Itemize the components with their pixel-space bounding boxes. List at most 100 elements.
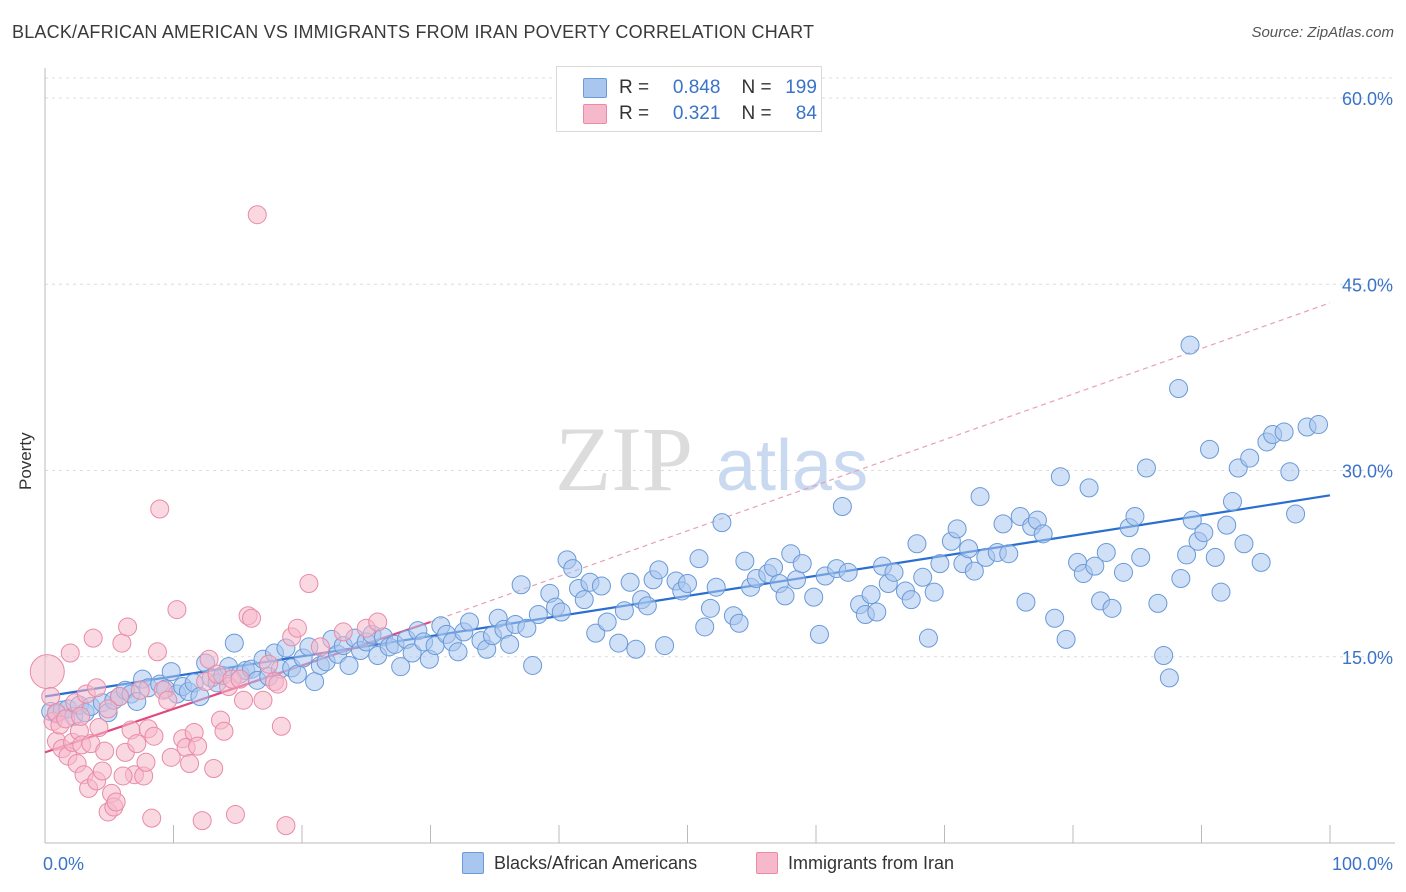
point-blacks bbox=[678, 573, 697, 593]
point-iran bbox=[95, 741, 115, 761]
trend-line-iran-extension bbox=[430, 302, 1331, 623]
point-blacks bbox=[764, 557, 784, 577]
bottom-legend-blacks: Blacks/African Americans bbox=[462, 852, 697, 874]
point-blacks bbox=[792, 554, 812, 574]
point-iran bbox=[161, 747, 181, 767]
point-blacks bbox=[924, 582, 944, 602]
point-blacks bbox=[626, 639, 646, 659]
point-blacks bbox=[609, 633, 629, 653]
point-blacks bbox=[402, 643, 422, 663]
point-iran bbox=[259, 654, 279, 674]
point-blacks bbox=[930, 554, 950, 574]
point-blacks bbox=[655, 636, 675, 656]
point-blacks bbox=[913, 567, 933, 587]
point-blacks bbox=[1148, 593, 1168, 613]
point-iran bbox=[276, 816, 296, 836]
point-iran bbox=[110, 686, 130, 706]
point-iran bbox=[29, 654, 65, 690]
point-blacks bbox=[563, 559, 583, 579]
point-blacks bbox=[1169, 379, 1189, 399]
point-blacks bbox=[970, 487, 990, 507]
x-tick-label: 0.0% bbox=[43, 854, 84, 874]
point-blacks bbox=[1177, 545, 1197, 565]
point-blacks bbox=[706, 577, 726, 597]
bottom-legend-iran: Immigrants from Iran bbox=[756, 852, 954, 874]
point-blacks bbox=[500, 634, 520, 654]
point-iran bbox=[230, 669, 250, 689]
point-iran bbox=[180, 754, 200, 774]
point-blacks bbox=[947, 519, 967, 539]
series-name-blacks: Blacks/African Americans bbox=[494, 852, 698, 873]
point-blacks bbox=[1154, 646, 1174, 666]
point-blacks bbox=[517, 618, 537, 638]
point-blacks bbox=[689, 549, 709, 569]
point-blacks bbox=[1171, 569, 1191, 589]
r-label: R = bbox=[619, 103, 650, 124]
legend-swatch-pink bbox=[583, 104, 607, 124]
point-iran bbox=[92, 761, 112, 781]
point-iran bbox=[368, 612, 388, 632]
point-blacks bbox=[1085, 556, 1105, 576]
point-iran bbox=[158, 690, 178, 710]
n-value-iran: 84 bbox=[795, 103, 817, 124]
point-blacks bbox=[695, 617, 715, 637]
point-iran bbox=[112, 633, 132, 653]
point-blacks bbox=[809, 624, 829, 644]
y-tick-label: 45.0% bbox=[1342, 275, 1393, 295]
point-blacks bbox=[649, 560, 669, 580]
point-iran bbox=[41, 686, 61, 706]
point-iran bbox=[142, 808, 162, 828]
point-blacks bbox=[712, 513, 732, 533]
point-iran bbox=[60, 643, 80, 663]
point-blacks bbox=[1159, 668, 1179, 688]
point-iran bbox=[87, 678, 107, 698]
point-blacks bbox=[786, 570, 806, 590]
point-blacks bbox=[591, 576, 611, 596]
point-blacks bbox=[551, 602, 571, 622]
point-blacks bbox=[1205, 547, 1225, 567]
point-iran bbox=[225, 804, 245, 824]
point-blacks bbox=[861, 585, 881, 605]
point-blacks bbox=[838, 562, 858, 582]
point-iran bbox=[242, 608, 262, 628]
point-blacks bbox=[1033, 524, 1053, 544]
point-iran bbox=[89, 718, 109, 738]
point-iran bbox=[83, 628, 103, 648]
point-blacks bbox=[586, 623, 606, 643]
point-iran bbox=[271, 716, 291, 736]
correlation-legend: R = 0.848 N = 199 R = 0.321 N = 84 bbox=[556, 66, 822, 132]
point-blacks bbox=[832, 497, 852, 517]
y-tick-label: 30.0% bbox=[1342, 462, 1393, 482]
series-name-iran: Immigrants from Iran bbox=[788, 852, 955, 873]
point-blacks bbox=[867, 602, 887, 622]
point-blacks bbox=[918, 628, 938, 648]
point-blacks bbox=[614, 601, 634, 621]
gridlines bbox=[45, 77, 1395, 658]
source-credit: Source: ZipAtlas.com bbox=[1251, 24, 1394, 41]
point-iran bbox=[113, 766, 133, 786]
bottom-swatch-pink bbox=[756, 852, 778, 874]
point-iran bbox=[268, 674, 288, 694]
point-blacks bbox=[1286, 504, 1306, 524]
point-blacks bbox=[775, 586, 795, 606]
point-blacks bbox=[1280, 462, 1300, 482]
point-iran bbox=[136, 752, 156, 772]
point-iran bbox=[71, 706, 91, 726]
point-blacks bbox=[1050, 467, 1070, 487]
point-blacks bbox=[959, 539, 979, 559]
point-iran bbox=[333, 622, 353, 642]
tick-labels: 15.0% 30.0% 45.0% 60.0% 0.0% 100.0% bbox=[43, 89, 1393, 874]
data-points bbox=[29, 205, 1329, 836]
point-blacks bbox=[1251, 552, 1271, 572]
point-blacks bbox=[1045, 608, 1065, 628]
point-iran bbox=[118, 617, 138, 637]
legend-row-blacks: R = 0.848 N = 199 bbox=[583, 75, 817, 101]
point-blacks bbox=[700, 598, 720, 618]
watermark-atlas: atlas bbox=[716, 426, 868, 506]
r-value-iran: 0.321 bbox=[672, 103, 721, 124]
point-iran bbox=[167, 600, 187, 620]
point-iran bbox=[299, 573, 319, 593]
point-iran bbox=[253, 690, 273, 710]
bottom-swatch-blue bbox=[462, 852, 484, 874]
